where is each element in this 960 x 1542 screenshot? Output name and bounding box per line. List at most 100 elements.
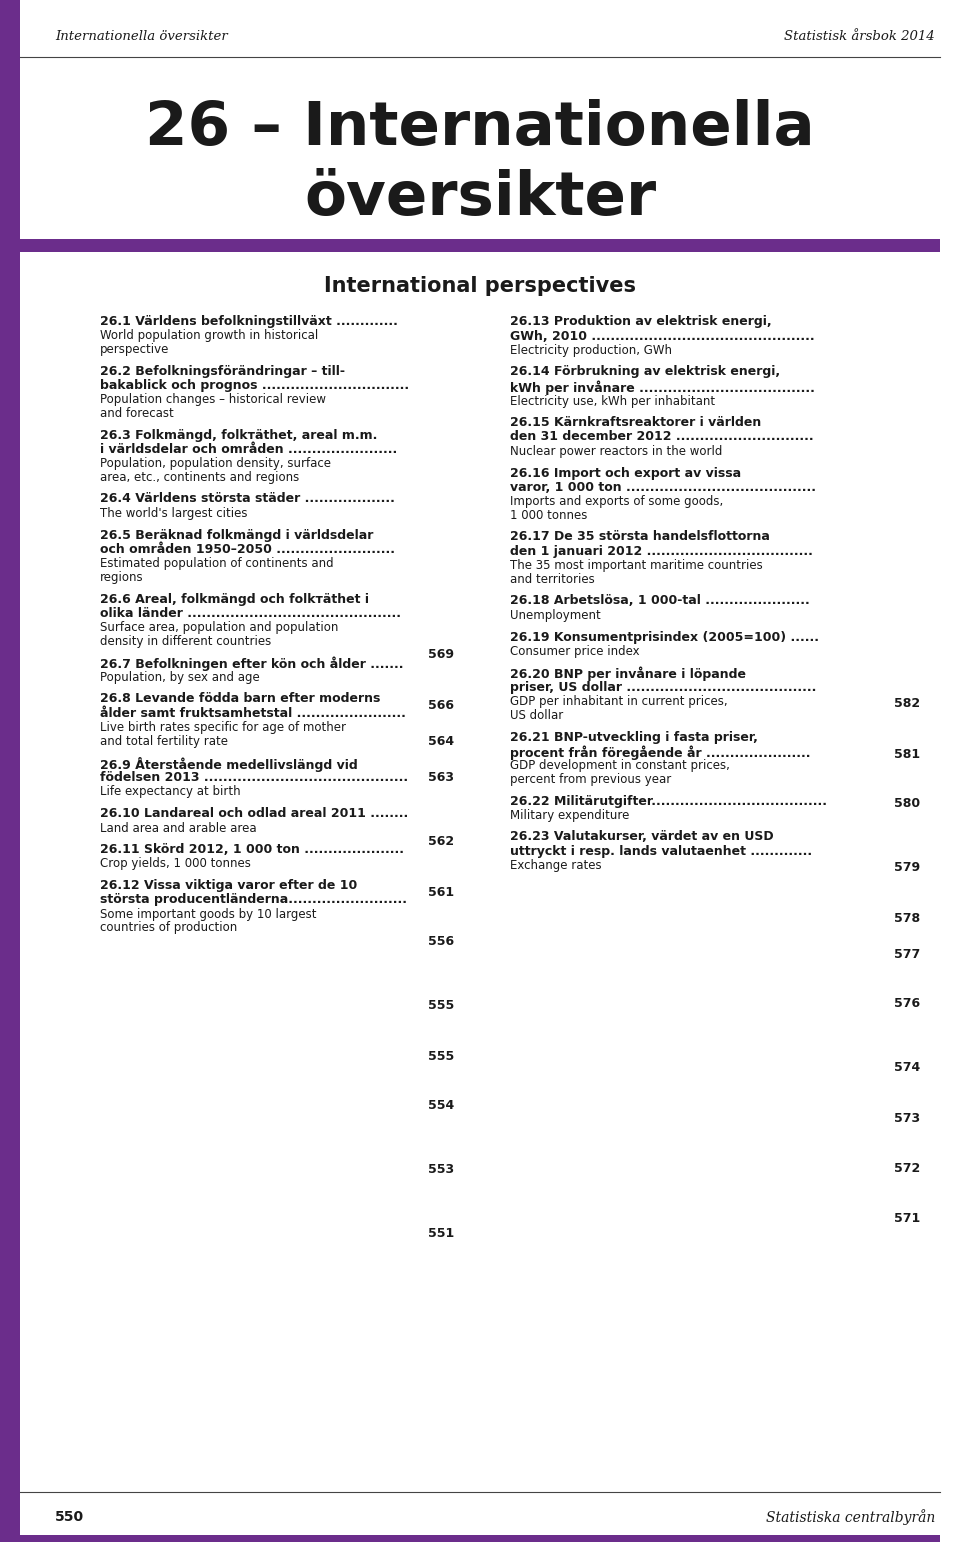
Text: 577: 577 bbox=[894, 947, 920, 961]
Text: 26.17 De 35 största handelsflottorna: 26.17 De 35 största handelsflottorna bbox=[510, 530, 770, 543]
Text: 569: 569 bbox=[428, 649, 454, 662]
Text: och områden 1950–2050 .........................: och områden 1950–2050 ..................… bbox=[100, 543, 395, 557]
Text: bakablick och prognos ...............................: bakablick och prognos ..................… bbox=[100, 379, 409, 392]
Text: 556: 556 bbox=[428, 934, 454, 948]
Text: den 31 december 2012 .............................: den 31 december 2012 ...................… bbox=[510, 430, 814, 444]
Text: Crop yields, 1 000 tonnes: Crop yields, 1 000 tonnes bbox=[100, 857, 251, 871]
Text: priser, US dollar ........................................: priser, US dollar ......................… bbox=[510, 682, 816, 694]
Text: olika länder .............................................: olika länder ...........................… bbox=[100, 608, 401, 620]
Text: 571: 571 bbox=[894, 1212, 920, 1226]
Text: 26.20 BNP per invånare i löpande: 26.20 BNP per invånare i löpande bbox=[510, 666, 746, 682]
Text: Statistisk årsbok 2014: Statistisk årsbok 2014 bbox=[784, 31, 935, 43]
Text: 580: 580 bbox=[894, 797, 920, 810]
Text: Consumer price index: Consumer price index bbox=[510, 645, 639, 658]
Text: Estimated population of continents and: Estimated population of continents and bbox=[100, 558, 334, 571]
Text: and total fertility rate: and total fertility rate bbox=[100, 736, 228, 748]
Text: Land area and arable area: Land area and arable area bbox=[100, 822, 256, 834]
Text: 581: 581 bbox=[894, 748, 920, 760]
Text: 554: 554 bbox=[428, 1099, 454, 1112]
Text: 26.13 Produktion av elektrisk energi,: 26.13 Produktion av elektrisk energi, bbox=[510, 315, 772, 328]
Text: 26.22 Militärutgifter.....................................: 26.22 Militärutgifter...................… bbox=[510, 794, 827, 808]
Text: den 1 januari 2012 ...................................: den 1 januari 2012 .....................… bbox=[510, 544, 813, 558]
Text: 26.9 Återstående medellivslängd vid: 26.9 Återstående medellivslängd vid bbox=[100, 757, 358, 771]
Text: översikter: översikter bbox=[304, 168, 656, 228]
Text: US dollar: US dollar bbox=[510, 709, 564, 722]
Text: 26.14 Förbrukning av elektrisk energi,: 26.14 Förbrukning av elektrisk energi, bbox=[510, 365, 780, 378]
Text: Statistiska centralbyrån: Statistiska centralbyrån bbox=[766, 1510, 935, 1525]
Text: 1 000 tonnes: 1 000 tonnes bbox=[510, 509, 588, 523]
Text: 573: 573 bbox=[894, 1112, 920, 1124]
Text: 26.12 Vissa viktiga varor efter de 10: 26.12 Vissa viktiga varor efter de 10 bbox=[100, 879, 357, 891]
Text: 550: 550 bbox=[55, 1510, 84, 1523]
Text: perspective: perspective bbox=[100, 342, 169, 356]
Text: i världsdelar och områden .......................: i världsdelar och områden ..............… bbox=[100, 443, 397, 456]
Text: Imports and exports of some goods,: Imports and exports of some goods, bbox=[510, 495, 723, 509]
Text: 566: 566 bbox=[428, 699, 454, 712]
Text: 563: 563 bbox=[428, 771, 454, 783]
Text: Some important goods by 10 largest: Some important goods by 10 largest bbox=[100, 908, 317, 921]
Text: 574: 574 bbox=[894, 1061, 920, 1073]
Text: kWh per invånare .....................................: kWh per invånare .......................… bbox=[510, 379, 815, 395]
Text: 26.11 Skörd 2012, 1 000 ton .....................: 26.11 Skörd 2012, 1 000 ton ............… bbox=[100, 843, 404, 856]
Text: procent från föregående år ......................: procent från föregående år .............… bbox=[510, 745, 810, 760]
Text: The 35 most important maritime countries: The 35 most important maritime countries bbox=[510, 560, 763, 572]
Text: 578: 578 bbox=[894, 911, 920, 925]
Text: 555: 555 bbox=[428, 1050, 454, 1062]
Text: 572: 572 bbox=[894, 1163, 920, 1175]
Text: 26.6 Areal, folkmängd och folkтäthet i: 26.6 Areal, folkmängd och folkтäthet i bbox=[100, 592, 369, 606]
Text: 26 – Internationella: 26 – Internationella bbox=[145, 99, 815, 157]
Text: and forecast: and forecast bbox=[100, 407, 174, 419]
Text: The world's largest cities: The world's largest cities bbox=[100, 507, 248, 520]
Text: 26.3 Folkmängd, folkтäthet, areal m.m.: 26.3 Folkmängd, folkтäthet, areal m.m. bbox=[100, 429, 377, 441]
Text: Exchange rates: Exchange rates bbox=[510, 859, 602, 873]
Text: 26.10 Landareal och odlad areal 2011 ........: 26.10 Landareal och odlad areal 2011 ...… bbox=[100, 806, 408, 820]
Text: 555: 555 bbox=[428, 999, 454, 1012]
Text: 564: 564 bbox=[428, 736, 454, 748]
Text: Unemployment: Unemployment bbox=[510, 609, 601, 621]
Text: 582: 582 bbox=[894, 697, 920, 709]
Text: 26.18 Arbetslösa, 1 000-tal ......................: 26.18 Arbetslösa, 1 000-tal ............… bbox=[510, 595, 809, 608]
Text: GDP per inhabitant in current prices,: GDP per inhabitant in current prices, bbox=[510, 695, 728, 708]
Bar bbox=[20, 1534, 940, 1542]
Text: 26.15 Kärnkraftsreaktorer i världen: 26.15 Kärnkraftsreaktorer i världen bbox=[510, 416, 761, 429]
Text: GDP development in constant prices,: GDP development in constant prices, bbox=[510, 760, 730, 773]
Bar bbox=[0, 0, 20, 1542]
Text: 26.23 Valutakurser, värdet av en USD: 26.23 Valutakurser, värdet av en USD bbox=[510, 831, 774, 843]
Text: 561: 561 bbox=[428, 885, 454, 899]
Text: födelsen 2013 ...........................................: födelsen 2013 ..........................… bbox=[100, 771, 408, 783]
Text: största producentländerna.........................: största producentländerna...............… bbox=[100, 893, 407, 907]
Text: 26.5 Beräknad folkmängd i världsdelar: 26.5 Beräknad folkmängd i världsdelar bbox=[100, 529, 373, 541]
Text: 26.4 Världens största städer ...................: 26.4 Världens största städer ...........… bbox=[100, 492, 395, 506]
Text: regions: regions bbox=[100, 571, 144, 584]
Text: Population changes – historical review: Population changes – historical review bbox=[100, 393, 326, 407]
Text: 26.2 Befolkningsförändringar – till-: 26.2 Befolkningsförändringar – till- bbox=[100, 364, 345, 378]
Text: 576: 576 bbox=[894, 998, 920, 1010]
Text: Electricity production, GWh: Electricity production, GWh bbox=[510, 344, 672, 358]
Text: 551: 551 bbox=[428, 1227, 454, 1240]
Text: 26.16 Import och export av vissa: 26.16 Import och export av vissa bbox=[510, 467, 741, 480]
Text: percent from previous year: percent from previous year bbox=[510, 773, 671, 786]
Text: 26.8 Levande födda barn efter moderns: 26.8 Levande födda barn efter moderns bbox=[100, 692, 380, 706]
Text: ålder samt fruktsamhetstal .......................: ålder samt fruktsamhetstal .............… bbox=[100, 706, 406, 720]
Text: varor, 1 000 ton ........................................: varor, 1 000 ton .......................… bbox=[510, 481, 816, 493]
Text: 26.21 BNP-utveckling i fasta priser,: 26.21 BNP-utveckling i fasta priser, bbox=[510, 731, 757, 743]
Bar bbox=[20, 239, 940, 251]
Text: Electricity use, kWh per inhabitant: Electricity use, kWh per inhabitant bbox=[510, 395, 715, 407]
Text: World population growth in historical: World population growth in historical bbox=[100, 330, 319, 342]
Text: International perspectives: International perspectives bbox=[324, 276, 636, 296]
Text: GWh, 2010 ...............................................: GWh, 2010 ..............................… bbox=[510, 330, 815, 342]
Text: Population, population density, surface: Population, population density, surface bbox=[100, 458, 331, 470]
Text: 553: 553 bbox=[428, 1163, 454, 1177]
Text: and territories: and territories bbox=[510, 574, 595, 586]
Text: Internationella översikter: Internationella översikter bbox=[55, 31, 228, 43]
Text: 26.19 Konsumentprisindex (2005=100) ......: 26.19 Konsumentprisindex (2005=100) ....… bbox=[510, 631, 819, 643]
Text: Surface area, population and population: Surface area, population and population bbox=[100, 621, 338, 634]
Text: uttryckt i resp. lands valutaenhet .............: uttryckt i resp. lands valutaenhet .....… bbox=[510, 845, 812, 857]
Text: density in different countries: density in different countries bbox=[100, 635, 272, 648]
Text: Military expenditure: Military expenditure bbox=[510, 810, 630, 822]
Text: 579: 579 bbox=[894, 860, 920, 874]
Text: 562: 562 bbox=[428, 836, 454, 848]
Text: Life expectancy at birth: Life expectancy at birth bbox=[100, 785, 241, 799]
Text: Population, by sex and age: Population, by sex and age bbox=[100, 671, 260, 685]
Text: countries of production: countries of production bbox=[100, 922, 237, 934]
